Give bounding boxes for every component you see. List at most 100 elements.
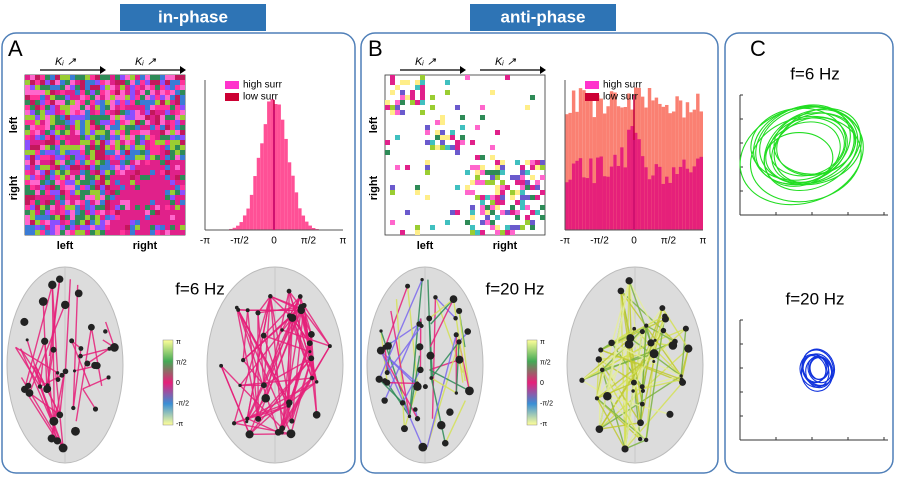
matrix-cell (165, 110, 170, 115)
matrix-cell (400, 80, 405, 85)
matrix-cell (35, 190, 40, 195)
matrix-cell (50, 210, 55, 215)
matrix-cell (50, 120, 55, 125)
matrix-cell (45, 210, 50, 215)
legend-label: low surr (603, 92, 639, 103)
matrix-cell (530, 175, 535, 180)
matrix-cell (30, 155, 35, 160)
matrix-cell (165, 130, 170, 135)
matrix-cell (465, 185, 470, 190)
node (643, 437, 649, 443)
matrix-cell (70, 215, 75, 220)
connection (598, 280, 630, 430)
node (78, 346, 84, 351)
matrix-cell (25, 215, 30, 220)
node (630, 379, 637, 386)
matrix-cell (25, 125, 30, 130)
matrix-cell (160, 85, 165, 90)
matrix-cell (120, 95, 125, 100)
node (25, 382, 32, 389)
matrix-cell (400, 100, 405, 105)
matrix-cell (480, 205, 485, 210)
matrix-cell (25, 95, 30, 100)
matrix-top-label: Kᵢ ↗ (415, 56, 437, 68)
matrix-cell (145, 90, 150, 95)
matrix-cell (105, 135, 110, 140)
legend-label: high surr (603, 80, 643, 91)
hist-bar (589, 158, 593, 230)
matrix-cell (525, 170, 530, 175)
node (617, 287, 625, 295)
matrix-cell (165, 105, 170, 110)
panel-frame (1, 32, 356, 474)
matrix-cell (125, 115, 130, 120)
hist-bar (685, 102, 690, 230)
matrix-cell (170, 225, 175, 230)
matrix-cell (485, 220, 490, 225)
node (110, 343, 119, 352)
hist-bar (692, 166, 697, 230)
matrix-cell (25, 145, 30, 150)
hist-bar (665, 104, 669, 230)
matrix-cell (145, 230, 150, 235)
matrix-cell (160, 75, 165, 80)
matrix-cell (405, 210, 410, 215)
connection (72, 348, 82, 409)
matrix-cell (100, 95, 105, 100)
matrix-cell (495, 225, 500, 230)
matrix-cell (170, 230, 175, 235)
matrix-cell (105, 110, 110, 115)
matrix-cell (55, 200, 60, 205)
matrix-cell (120, 90, 125, 95)
matrix-cell (140, 85, 145, 90)
matrix-cell (115, 195, 120, 200)
colorbar-tick-label: -π (540, 421, 547, 428)
matrix-cell (25, 175, 30, 180)
hist-bar (592, 117, 597, 230)
matrix-cell (165, 95, 170, 100)
matrix-cell (80, 120, 85, 125)
hist-bar (571, 90, 576, 230)
matrix-cell (40, 170, 45, 175)
matrix-cell (145, 165, 150, 170)
connection (19, 348, 64, 449)
header: in-phase (158, 7, 228, 26)
matrix-cell (40, 110, 45, 115)
matrix-cell (135, 75, 140, 80)
node (231, 421, 237, 426)
matrix-cell (180, 95, 185, 100)
matrix-cell (100, 80, 105, 85)
matrix-cell (70, 230, 75, 235)
matrix-cell (490, 155, 495, 160)
matrix-cell (45, 175, 50, 180)
matrix-cell (85, 230, 90, 235)
matrix-cell (70, 110, 75, 115)
matrix-cell (510, 230, 515, 235)
matrix-cell (25, 140, 30, 145)
matrix-cell (95, 80, 100, 85)
matrix-cell (75, 120, 80, 125)
connection (233, 296, 271, 424)
matrix-cell (65, 145, 70, 150)
matrix-cell (145, 85, 150, 90)
matrix-cell (125, 95, 130, 100)
matrix-cell (105, 225, 110, 230)
node (639, 401, 645, 407)
matrix-cell (150, 230, 155, 235)
matrix-cell (115, 155, 120, 160)
matrix-cell (510, 205, 515, 210)
connection (263, 296, 301, 337)
matrix-cell (45, 145, 50, 150)
matrix-cell (140, 140, 145, 145)
matrix-cell (100, 200, 105, 205)
matrix-cell (115, 165, 120, 170)
matrix-cell (130, 225, 135, 230)
connection (624, 382, 635, 450)
hist-bar (585, 93, 590, 230)
hist-tick-label: -π/2 (590, 236, 609, 247)
matrix-cell (150, 90, 155, 95)
node (92, 406, 99, 412)
matrix-cell (175, 185, 180, 190)
matrix-arrowhead (180, 66, 186, 74)
connection (624, 381, 684, 450)
